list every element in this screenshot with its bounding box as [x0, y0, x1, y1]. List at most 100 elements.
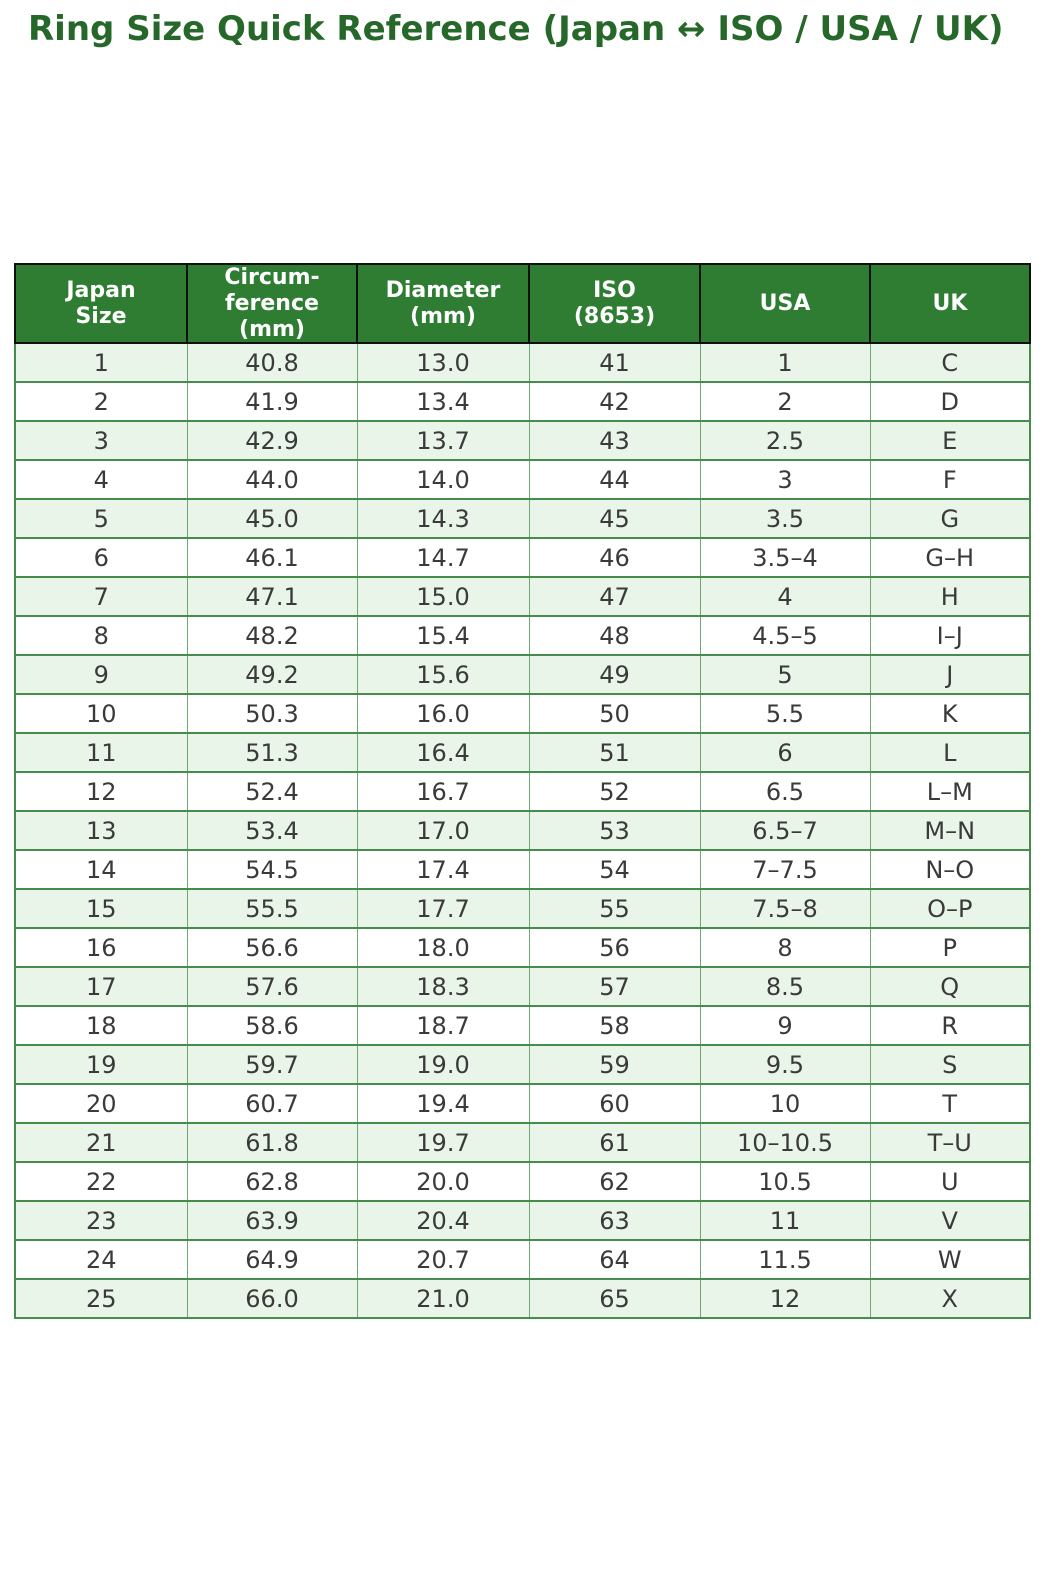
cell: 66.0 — [186, 1278, 358, 1320]
cell: 57 — [528, 966, 701, 1008]
table-row: 20 60.7 19.4 60 10 T — [14, 1083, 1031, 1125]
cell: 7.5–8 — [699, 888, 871, 930]
cell: 46 — [528, 537, 701, 579]
table-row: 9 49.2 15.6 49 5 J — [14, 654, 1031, 696]
cell: 6.5 — [699, 771, 871, 813]
cell: 8.5 — [699, 966, 871, 1008]
cell: 24 — [14, 1239, 188, 1281]
table-row: 5 45.0 14.3 45 3.5 G — [14, 498, 1031, 540]
cell: 6 — [14, 537, 188, 579]
cell: 6 — [699, 732, 871, 774]
cell: 61.8 — [186, 1122, 358, 1164]
table-row: 22 62.8 20.0 62 10.5 U — [14, 1161, 1031, 1203]
cell: 1 — [14, 342, 188, 384]
cell: 11.5 — [699, 1239, 871, 1281]
cell: 14.0 — [356, 459, 530, 501]
column-header-circumference: Circum- ference (mm) — [186, 262, 358, 345]
table-row: 24 64.9 20.7 64 11.5 W — [14, 1239, 1031, 1281]
cell: 25 — [14, 1278, 188, 1320]
cell: 8 — [14, 615, 188, 657]
cell: 14.3 — [356, 498, 530, 540]
cell: 5 — [699, 654, 871, 696]
table-row: 25 66.0 21.0 65 12 X — [14, 1278, 1031, 1320]
ring-size-table: Japan Size Circum- ference (mm) Diameter… — [14, 262, 1031, 1320]
column-header-iso: ISO (8653) — [528, 262, 701, 345]
cell: 9.5 — [699, 1044, 871, 1086]
cell: 19.7 — [356, 1122, 530, 1164]
cell: 52 — [528, 771, 701, 813]
table-row: 15 55.5 17.7 55 7.5–8 O–P — [14, 888, 1031, 930]
cell: 15 — [14, 888, 188, 930]
cell: 7 — [14, 576, 188, 618]
cell: 18.0 — [356, 927, 530, 969]
table-row: 6 46.1 14.7 46 3.5–4 G–H — [14, 537, 1031, 579]
table-row: 12 52.4 16.7 52 6.5 L–M — [14, 771, 1031, 813]
cell: 59.7 — [186, 1044, 358, 1086]
cell: 64 — [528, 1239, 701, 1281]
cell: U — [869, 1161, 1031, 1203]
cell: C — [869, 342, 1031, 384]
cell: 2.5 — [699, 420, 871, 462]
cell: 44.0 — [186, 459, 358, 501]
cell: 51 — [528, 732, 701, 774]
cell: 4 — [14, 459, 188, 501]
cell: 10 — [699, 1083, 871, 1125]
cell: 64.9 — [186, 1239, 358, 1281]
cell: R — [869, 1005, 1031, 1047]
cell: 16.7 — [356, 771, 530, 813]
cell: 11 — [14, 732, 188, 774]
cell: X — [869, 1278, 1031, 1320]
cell: 53 — [528, 810, 701, 852]
cell: 13.7 — [356, 420, 530, 462]
cell: 54 — [528, 849, 701, 891]
cell: Q — [869, 966, 1031, 1008]
cell: 58.6 — [186, 1005, 358, 1047]
cell: 63.9 — [186, 1200, 358, 1242]
cell: 15.0 — [356, 576, 530, 618]
table-row: 14 54.5 17.4 54 7–7.5 N–O — [14, 849, 1031, 891]
cell: T–U — [869, 1122, 1031, 1164]
cell: 13.0 — [356, 342, 530, 384]
table-row: 4 44.0 14.0 44 3 F — [14, 459, 1031, 501]
cell: 5 — [14, 498, 188, 540]
cell: O–P — [869, 888, 1031, 930]
table-header-row: Japan Size Circum- ference (mm) Diameter… — [14, 262, 1031, 345]
cell: 12 — [14, 771, 188, 813]
cell: 10–10.5 — [699, 1122, 871, 1164]
cell: 20.0 — [356, 1161, 530, 1203]
cell: G–H — [869, 537, 1031, 579]
column-header-usa: USA — [699, 262, 871, 345]
cell: 57.6 — [186, 966, 358, 1008]
cell: 16.0 — [356, 693, 530, 735]
cell: 10.5 — [699, 1161, 871, 1203]
cell: 17.4 — [356, 849, 530, 891]
cell: 41.9 — [186, 381, 358, 423]
cell: K — [869, 693, 1031, 735]
cell: 44 — [528, 459, 701, 501]
cell: 52.4 — [186, 771, 358, 813]
cell: 1 — [699, 342, 871, 384]
cell: 18.7 — [356, 1005, 530, 1047]
cell: 45.0 — [186, 498, 358, 540]
cell: 51.3 — [186, 732, 358, 774]
table-row: 23 63.9 20.4 63 11 V — [14, 1200, 1031, 1242]
cell: P — [869, 927, 1031, 969]
cell: J — [869, 654, 1031, 696]
cell: 18.3 — [356, 966, 530, 1008]
column-header-uk: UK — [869, 262, 1031, 345]
table-row: 17 57.6 18.3 57 8.5 Q — [14, 966, 1031, 1008]
cell: 48.2 — [186, 615, 358, 657]
cell: H — [869, 576, 1031, 618]
cell: 4 — [699, 576, 871, 618]
cell: 9 — [699, 1005, 871, 1047]
cell: 60 — [528, 1083, 701, 1125]
table-row: 13 53.4 17.0 53 6.5–7 M–N — [14, 810, 1031, 852]
cell: 48 — [528, 615, 701, 657]
cell: 23 — [14, 1200, 188, 1242]
page-title: Ring Size Quick Reference (Japan ↔ ISO /… — [28, 9, 1004, 49]
cell: 6.5–7 — [699, 810, 871, 852]
cell: 8 — [699, 927, 871, 969]
cell: G — [869, 498, 1031, 540]
cell: N–O — [869, 849, 1031, 891]
cell: 20.4 — [356, 1200, 530, 1242]
